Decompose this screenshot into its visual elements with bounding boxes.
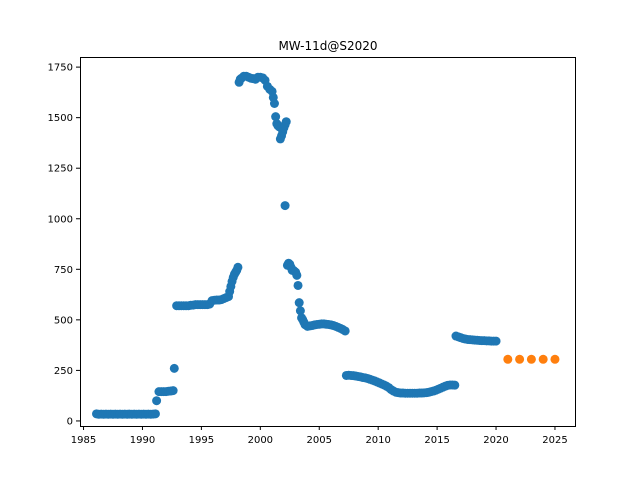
y-tick-label: 1750 — [48, 63, 73, 74]
series-1 — [503, 354, 560, 364]
data-point — [340, 326, 350, 336]
y-tick-label: 0 — [67, 416, 73, 427]
data-point — [281, 117, 291, 127]
data-point — [269, 99, 279, 109]
data-point — [491, 336, 501, 346]
plot-frame — [80, 57, 576, 427]
x-tick-label: 2010 — [365, 435, 390, 446]
chart-title: MW-11d@S2020 — [278, 39, 377, 53]
y-tick-label: 1500 — [48, 113, 73, 124]
x-tick-label: 2000 — [248, 435, 273, 446]
series-0 — [92, 71, 501, 419]
x-tick-label: 1985 — [71, 435, 96, 446]
y-axis: 0 250 500 750 1000 1250 1500 1750 — [48, 63, 80, 427]
data-point — [550, 354, 560, 364]
data-point — [150, 409, 160, 419]
y-tick-label: 1000 — [48, 214, 73, 225]
y-tick-label: 250 — [54, 366, 73, 377]
data-point — [526, 354, 536, 364]
data-point — [168, 386, 178, 396]
x-tick-label: 2015 — [424, 435, 449, 446]
y-tick-label: 500 — [54, 315, 73, 326]
x-tick-label: 1990 — [130, 435, 155, 446]
y-tick-label: 750 — [54, 265, 73, 276]
data-point — [294, 298, 304, 308]
data-point — [233, 262, 243, 272]
plot-points — [92, 71, 560, 419]
y-tick-label: 1250 — [48, 164, 73, 175]
data-point — [503, 354, 513, 364]
data-point — [450, 380, 460, 390]
data-point — [515, 354, 525, 364]
data-point — [271, 112, 281, 122]
data-point — [295, 306, 305, 316]
x-axis: 1985 1990 1995 2000 2005 2010 2015 2020 2025 — [71, 426, 568, 446]
x-tick-label: 1995 — [189, 435, 214, 446]
x-tick-label: 2005 — [307, 435, 332, 446]
data-point — [169, 363, 179, 373]
data-point — [293, 280, 303, 290]
data-point — [280, 201, 290, 211]
data-point — [152, 396, 162, 406]
data-point — [538, 354, 548, 364]
data-point — [292, 270, 302, 280]
x-tick-label: 2020 — [483, 435, 508, 446]
x-tick-label: 2025 — [542, 435, 567, 446]
